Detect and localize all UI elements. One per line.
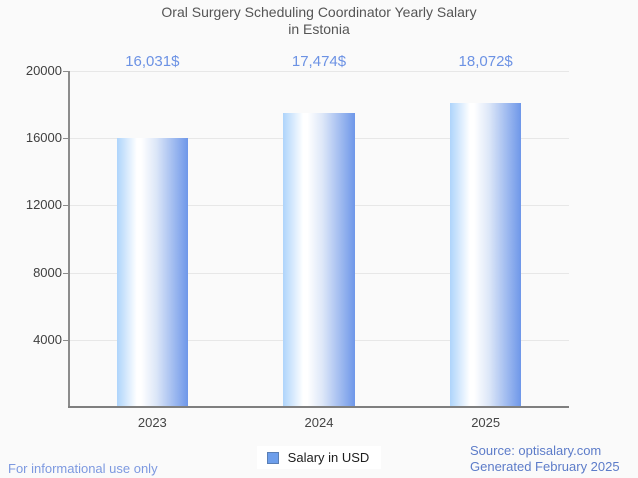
y-tick-20000 [63, 71, 69, 72]
y-axis-label: 20000 [25, 63, 62, 78]
bar-2024[interactable] [283, 113, 355, 407]
x-axis-label-2025: 2025 [471, 415, 501, 430]
gridline-20000 [69, 71, 569, 72]
y-tick-4000 [63, 340, 69, 341]
y-axis-label: 4000 [33, 332, 62, 347]
value-label-2025: 18,072$ [458, 53, 513, 70]
chart-title-line1: Oral Surgery Scheduling Coordinator Year… [161, 4, 477, 20]
y-axis-label: 12000 [25, 197, 62, 212]
y-tick-12000 [63, 205, 69, 206]
footer-generated-date: Generated February 2025 [470, 459, 620, 474]
x-axis-label-2023: 2023 [137, 415, 167, 430]
legend: Salary in USD [0, 446, 638, 469]
y-tick-16000 [63, 138, 69, 139]
y-axis-label: 8000 [33, 265, 62, 280]
bar-2025[interactable] [449, 103, 522, 407]
legend-swatch-icon [266, 451, 279, 464]
footer-source-link[interactable]: Source: optisalary.com [470, 443, 602, 458]
chart-title-line2: in Estonia [288, 21, 350, 37]
value-label-2023: 16,031$ [125, 53, 180, 70]
legend-label: Salary in USD [287, 450, 370, 465]
x-axis-baseline [68, 406, 569, 408]
bar-2023[interactable] [116, 137, 189, 407]
x-axis-label-2024: 2024 [304, 415, 334, 430]
y-tick-8000 [63, 273, 69, 274]
chart-title: Oral Surgery Scheduling Coordinator Year… [0, 4, 638, 38]
footer-disclaimer: For informational use only [8, 461, 158, 476]
value-label-2024: 17,474$ [291, 53, 347, 70]
y-axis-line [68, 71, 70, 407]
y-axis-label: 16000 [25, 130, 62, 145]
footer-source-block: Source: optisalary.com Generated Februar… [470, 443, 620, 475]
